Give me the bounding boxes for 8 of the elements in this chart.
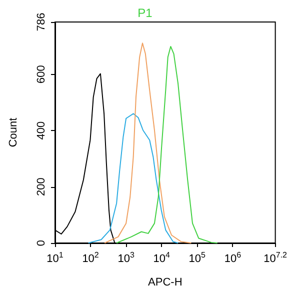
y-tick-label: 400	[36, 121, 48, 140]
y-tick-label: 0	[36, 240, 48, 246]
y-tick-label: 200	[36, 178, 48, 196]
chart-title: P1	[138, 6, 153, 20]
y-tick-label: 600	[36, 65, 48, 84]
x-axis-title: APC-H	[148, 276, 182, 288]
y-tick-label: 786	[36, 12, 48, 32]
y-axis-title: Count	[8, 118, 20, 148]
